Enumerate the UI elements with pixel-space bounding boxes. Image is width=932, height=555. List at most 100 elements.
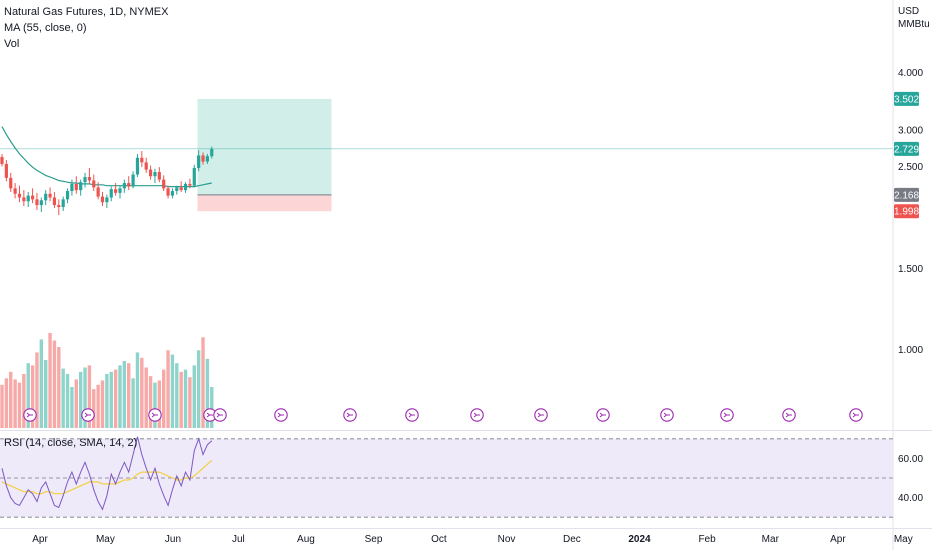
volume-bar (26, 363, 30, 428)
rsi-legend[interactable]: RSI (14, close, SMA, 14, 2) (4, 437, 138, 449)
time-tick-label: 2024 (628, 534, 651, 545)
event-marker-icon (720, 408, 734, 422)
event-glyph (599, 412, 606, 418)
candle (188, 178, 192, 189)
candle-body (70, 183, 74, 192)
time-tick-label: Sep (365, 534, 383, 545)
candle-body (39, 200, 43, 206)
candle-body (175, 187, 179, 192)
candle-body (162, 179, 166, 189)
candle-body (192, 167, 196, 186)
candle (197, 150, 201, 172)
price-tick-label: 2.500 (898, 162, 923, 173)
candle-body (188, 183, 192, 186)
time-tick-label: May (894, 534, 913, 545)
volume-bar (179, 371, 183, 428)
candle-body (17, 193, 22, 198)
candle-body (148, 169, 153, 177)
volume-bar (22, 374, 26, 428)
event-glyph (277, 412, 284, 418)
candle (105, 194, 109, 209)
event-glyph (216, 412, 223, 418)
candle-body (92, 180, 96, 188)
candle (87, 167, 91, 184)
price-tag-bg (894, 187, 919, 202)
candle (70, 179, 74, 196)
time-tick-label: Nov (498, 534, 516, 545)
ma-legend[interactable]: MA (55, close, 0) (4, 22, 87, 34)
candle (65, 188, 70, 204)
event-marker-icon (274, 408, 288, 422)
candle (127, 176, 131, 191)
volume-bar (131, 378, 135, 428)
volume-bar (100, 380, 105, 428)
event-glyph (84, 412, 91, 418)
candle-body (4, 163, 8, 178)
candle (118, 185, 122, 199)
candle (210, 146, 214, 159)
price-axis-layer: 4.000 3.000 2.500 1.500 1.000 60.00 40.00 3.502… (894, 68, 923, 504)
candle-body (9, 177, 13, 189)
candle-body (183, 183, 188, 191)
time-tick-label: Apr (32, 534, 48, 545)
volume-bar (148, 376, 153, 428)
candle-body (170, 191, 175, 196)
candle (30, 188, 35, 204)
candle (26, 191, 30, 208)
candle (170, 188, 175, 199)
event-glyph (852, 412, 859, 418)
candle-body (44, 193, 48, 201)
volume-bar (118, 365, 122, 428)
event-glyph (785, 412, 792, 418)
candle-body (118, 188, 122, 193)
candle-body (122, 183, 126, 189)
candle-body (179, 187, 183, 191)
volume-legend[interactable]: Vol (4, 38, 20, 50)
candle (0, 153, 4, 167)
candle (100, 191, 105, 207)
candle-body (205, 156, 209, 162)
volume-bar (127, 363, 131, 428)
candle (22, 190, 26, 207)
candle-body (140, 157, 144, 163)
volume-bar (57, 347, 61, 428)
volume-bar (70, 386, 74, 428)
time-tick-label: Mar (762, 534, 780, 545)
event-marker-icon (343, 408, 357, 422)
volume-bar (87, 365, 92, 428)
candle (166, 185, 170, 199)
candle-body (96, 187, 100, 197)
candle (179, 181, 183, 192)
event-marker-icon (81, 408, 95, 422)
candle (96, 182, 100, 200)
target-zone (197, 98, 332, 195)
candle (17, 185, 22, 203)
time-tick-label: Jul (232, 534, 245, 545)
candle-body (35, 199, 39, 206)
candle-body (13, 188, 17, 194)
rsi-tick-label: 60.00 (898, 454, 923, 465)
candle-body (22, 197, 26, 202)
stop-zone (197, 194, 332, 212)
candle (153, 168, 157, 184)
event-markers-layer (23, 408, 863, 422)
candle-body (57, 205, 61, 208)
volume-bar (44, 359, 48, 428)
candle (109, 186, 113, 202)
volume-bar (210, 386, 214, 428)
time-tick-label: Jun (165, 534, 181, 545)
volume-bar (166, 350, 170, 428)
volume-bar (157, 380, 162, 428)
unit-label: MMBtu (898, 19, 930, 30)
symbol-title[interactable]: Natural Gas Futures, 1D, NYMEX (4, 6, 169, 18)
price-tag-label: 3.502 (894, 94, 919, 105)
candle (13, 183, 17, 199)
candle-body (109, 189, 113, 198)
rsi-tick-label: 40.00 (898, 493, 923, 504)
volume-bar (35, 352, 39, 428)
candle (52, 191, 57, 209)
time-tick-label: Feb (698, 534, 716, 545)
candle (135, 153, 140, 178)
